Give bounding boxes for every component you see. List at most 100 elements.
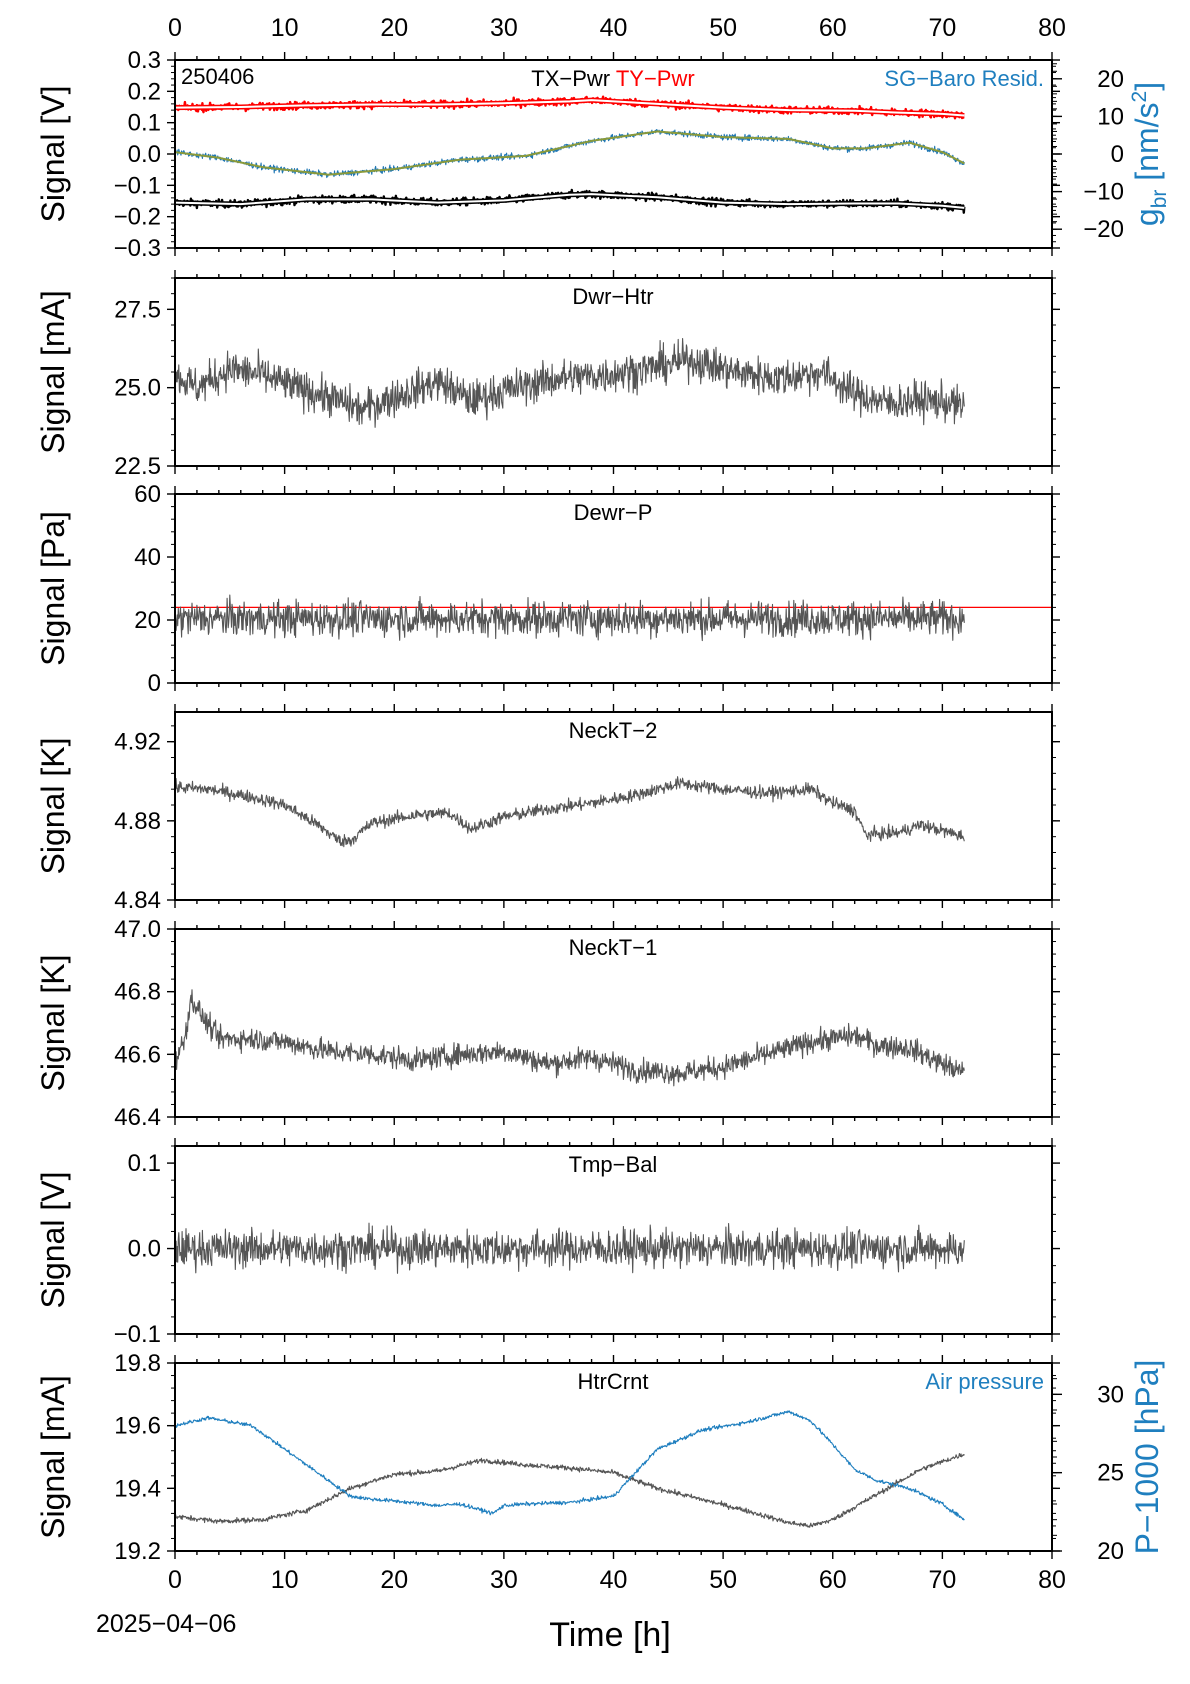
- x-tick-label-top: 60: [819, 14, 847, 42]
- y-tick-label: 47.0: [114, 916, 161, 943]
- y-axis-label: Signal [mA]: [35, 1375, 71, 1539]
- x-tick-label-bottom: 60: [819, 1566, 847, 1594]
- y2-axis-label: P−1000 [hPa]: [1129, 1360, 1165, 1555]
- panel-title: Dewr−P: [574, 500, 653, 525]
- fit-line-inner-1: [175, 99, 965, 117]
- panel-neckt-2: 4.84 4.88 4.92 Signal [K] NeckT−2: [35, 704, 1060, 914]
- panel-title: TX−Pwr TY−Pwr: [531, 66, 694, 91]
- plot-area: [175, 594, 1052, 642]
- y-axis-label: Signal [Pa]: [35, 511, 71, 666]
- right-title: Air pressure: [925, 1369, 1044, 1394]
- plot-area: [175, 776, 965, 848]
- series-line-0: [175, 776, 965, 848]
- y-axis-label: Signal [K]: [35, 955, 71, 1092]
- y-tick-label: −0.1: [114, 172, 161, 199]
- series-line-0: [175, 594, 965, 642]
- corner-label: 250406: [181, 64, 254, 89]
- y-tick-label: 0.0: [128, 141, 161, 168]
- panel-title: Dwr−Htr: [572, 284, 653, 309]
- series-line-0: [175, 1222, 965, 1274]
- y-tick-label: 22.5: [114, 453, 161, 480]
- panel-tmp-bal: −0.1 0.0 0.1 Signal [V] Tmp−Bal: [35, 1138, 1060, 1348]
- x-tick-label-top: 30: [490, 14, 518, 42]
- x-tick-label-top: 70: [928, 14, 956, 42]
- panel-tx-pwr: −0.3 −0.2 −0.1 0.0 0.1 0.2 0.3 Signal [V] TX−Pwr…: [35, 47, 1171, 262]
- date-label: 2025−04−06: [96, 1610, 236, 1638]
- x-tick-label-bottom: 0: [168, 1566, 182, 1594]
- y2-tick-label: 25: [1097, 1460, 1124, 1487]
- y-tick-label: 0.0: [128, 1236, 161, 1263]
- x-tick-label-top: 0: [168, 14, 182, 42]
- x-tick-label-top: 40: [600, 14, 628, 42]
- y2-tick-label: −20: [1083, 216, 1124, 243]
- x-tick-label-top: 20: [380, 14, 408, 42]
- y2-label-main: g: [1129, 208, 1165, 226]
- panel-htrcrnt: 19.2 19.4 19.6 19.8 Signal [mA] HtrCrnt Air pr…: [35, 1350, 1165, 1565]
- x-tick-label-top: 50: [709, 14, 737, 42]
- top-x-axis: 0 10 20 30 40 50 60 70 80: [168, 14, 1066, 42]
- series-line-3: [175, 130, 965, 176]
- series-line-0: [175, 337, 965, 428]
- y2-tick-label: 10: [1097, 103, 1124, 130]
- series-line-0: [175, 1452, 965, 1528]
- y-axis-label: Signal [K]: [35, 738, 71, 875]
- panel-neckt-1: 46.4 46.6 46.8 47.0 Signal [K] NeckT−1: [35, 916, 1060, 1131]
- y2-label-unit: [nm/s: [1129, 102, 1165, 189]
- x-axis-label: Time [h]: [549, 1616, 671, 1654]
- y2-tick-label: 20: [1097, 1538, 1124, 1565]
- panel-dwr-htr: 22.5 25.0 27.5 Signal [mA] Dwr−Htr: [35, 270, 1060, 480]
- y2-tick-label: 30: [1097, 1381, 1124, 1408]
- y-tick-label: −0.3: [114, 235, 161, 262]
- y-tick-label: 20: [134, 607, 161, 634]
- plot-area: [175, 337, 965, 428]
- y-tick-label: 19.6: [114, 1413, 161, 1440]
- plot-area: [175, 1410, 965, 1528]
- y-tick-label: 25.0: [114, 375, 161, 402]
- x-tick-label-bottom: 50: [709, 1566, 737, 1594]
- y-axis-label: Signal [V]: [35, 86, 71, 223]
- series-line-0: [175, 989, 965, 1087]
- panel-title: NeckT−1: [569, 935, 658, 960]
- y-tick-label: 0.2: [128, 78, 161, 105]
- fit-line-outer-1: [175, 97, 965, 118]
- right-title: SG−Baro Resid.: [884, 66, 1044, 91]
- y-axis-label: Signal [V]: [35, 1172, 71, 1309]
- series-line-1: [175, 1410, 965, 1521]
- x-tick-label-bottom: 30: [490, 1566, 518, 1594]
- y-tick-label: 19.8: [114, 1350, 161, 1377]
- y-axis-label: Signal [mA]: [35, 290, 71, 454]
- x-tick-label-top: 80: [1038, 14, 1066, 42]
- y2-axis-label: gbr [nm/s2]: [1128, 82, 1171, 226]
- y-tick-label: 4.84: [114, 887, 161, 914]
- y2-label-close: ]: [1129, 82, 1165, 91]
- y2-tick-label: −10: [1083, 179, 1124, 206]
- y-tick-label: −0.2: [114, 204, 161, 231]
- plot-area: [175, 95, 966, 214]
- plot-area: [175, 989, 965, 1087]
- y-tick-label: 19.2: [114, 1538, 161, 1565]
- y-tick-label: 4.92: [114, 729, 161, 756]
- y-tick-label: 0.1: [128, 1150, 161, 1177]
- y-tick-label: 19.4: [114, 1475, 161, 1502]
- panel-title: HtrCrnt: [578, 1369, 649, 1394]
- y-tick-label: 0.1: [128, 110, 161, 137]
- fit-line-inner-0: [175, 193, 965, 209]
- x-tick-label-bottom: 10: [271, 1566, 299, 1594]
- panels-layer: −0.3 −0.2 −0.1 0.0 0.1 0.2 0.3 Signal [V] TX−Pwr…: [35, 47, 1171, 1565]
- panel-dewr-p: 0 20 40 60 Signal [Pa] Dewr−P: [35, 481, 1060, 697]
- y-tick-label: 0: [148, 670, 161, 697]
- panel-title: Tmp−Bal: [569, 1152, 658, 1177]
- x-tick-label-bottom: 20: [380, 1566, 408, 1594]
- x-tick-label-top: 10: [271, 14, 299, 42]
- y-tick-label: −0.1: [114, 1321, 161, 1348]
- plot-area: [175, 1222, 965, 1274]
- title-part-ty: TY−Pwr: [616, 66, 695, 91]
- x-tick-label-bottom: 70: [928, 1566, 956, 1594]
- title-part-tx: TX−Pwr: [531, 66, 616, 91]
- y2-label-sub: br: [1148, 190, 1171, 209]
- y-tick-label: 27.5: [114, 296, 161, 323]
- panel-title: NeckT−2: [569, 718, 658, 743]
- y2-tick-label: 0: [1111, 141, 1124, 168]
- x-tick-label-bottom: 40: [600, 1566, 628, 1594]
